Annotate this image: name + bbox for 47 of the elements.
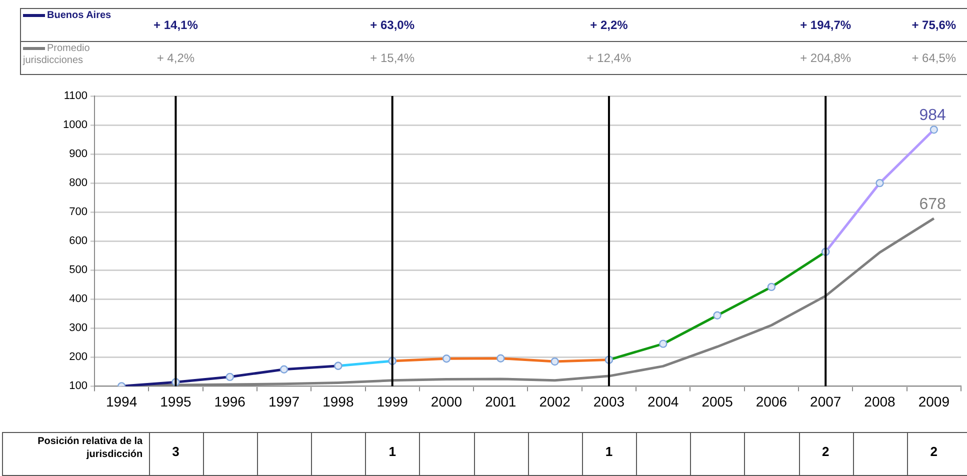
text: + 204,8% xyxy=(799,51,852,65)
y-tick-label: 800 xyxy=(69,177,88,190)
x-tick-label: 2007 xyxy=(810,393,842,410)
text: + 64,5% xyxy=(910,51,958,65)
x-tick-label: 1996 xyxy=(214,393,246,410)
x-tick-label: 2003 xyxy=(593,393,625,410)
x-tick-label: 2002 xyxy=(539,393,571,410)
text: 2 xyxy=(820,444,830,459)
annotation: 984 xyxy=(919,107,946,124)
x-tick-label: 1998 xyxy=(322,393,354,410)
text: 2 xyxy=(929,444,939,459)
text: 1 xyxy=(604,444,614,459)
text: Posición relativa de la jurisdicción xyxy=(36,435,143,461)
x-tick-label: 2008 xyxy=(864,393,896,410)
x-tick-label: 2005 xyxy=(702,393,734,410)
y-tick-label: 400 xyxy=(69,293,88,306)
y-tick-label: 1100 xyxy=(64,90,88,102)
text: + 194,7% xyxy=(799,18,852,32)
legend-label: Buenos Aires xyxy=(46,10,112,23)
text: + 75,6% xyxy=(910,18,958,32)
text: 3 xyxy=(171,444,180,459)
text: 1 xyxy=(388,444,397,459)
text: + 12,4% xyxy=(586,51,632,65)
x-tick-label: 1997 xyxy=(268,393,300,410)
legend-label: Promedio jurisdicciones xyxy=(23,43,91,68)
y-tick-label: 900 xyxy=(69,148,88,160)
x-tick-label: 2004 xyxy=(648,393,679,410)
x-tick-label: 1999 xyxy=(376,393,408,410)
y-tick-label: 300 xyxy=(69,322,88,334)
y-tick-label: 600 xyxy=(69,235,88,248)
y-tick-label: 700 xyxy=(69,206,88,218)
x-tick-label: 2001 xyxy=(485,393,516,410)
annotation: 678 xyxy=(919,196,946,213)
y-tick-label: 1000 xyxy=(62,119,88,132)
x-tick-label: 2000 xyxy=(430,393,462,410)
text: + 4,2% xyxy=(156,51,196,65)
y-tick-label: 500 xyxy=(69,264,88,276)
text: + 15,4% xyxy=(369,51,416,65)
x-tick-label: 2006 xyxy=(756,393,788,410)
text: + 14,1% xyxy=(152,18,199,32)
y-tick-label: 100 xyxy=(69,380,88,392)
y-tick-label: 200 xyxy=(69,351,88,364)
x-tick-label: 2009 xyxy=(918,393,950,410)
x-tick-label: 1995 xyxy=(160,393,192,410)
text: + 2,2% xyxy=(589,18,629,32)
x-tick-label: 1994 xyxy=(106,393,138,410)
text: + 63,0% xyxy=(369,18,416,32)
